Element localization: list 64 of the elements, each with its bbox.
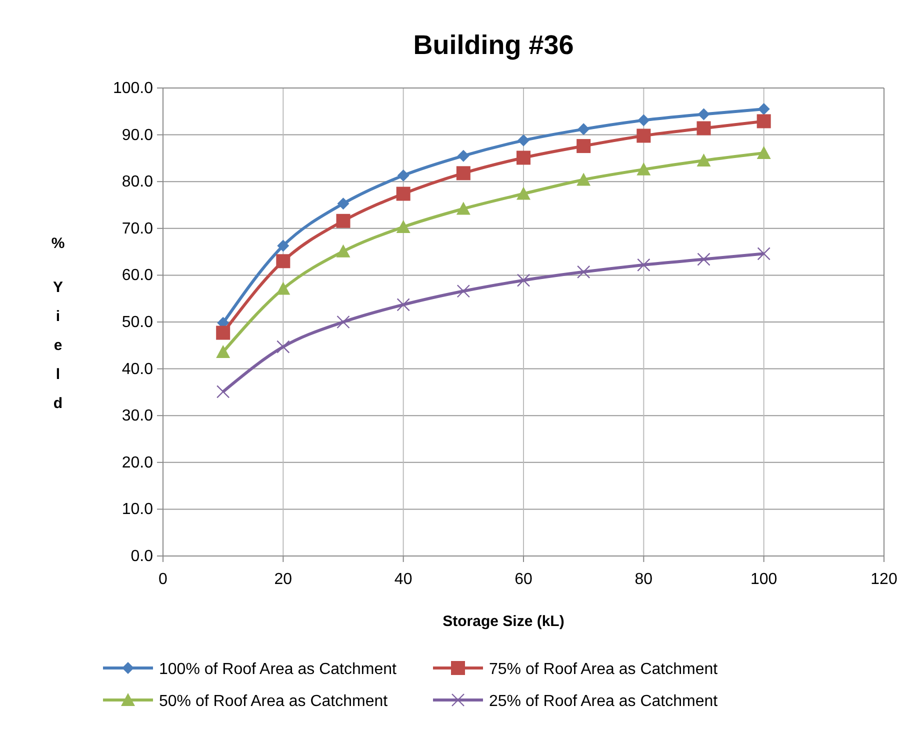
legend-label: 100% of Roof Area as Catchment xyxy=(159,661,398,678)
point xyxy=(758,103,770,116)
y-tick-label: 30.0 xyxy=(122,408,154,425)
y-tick-label: 0.0 xyxy=(130,548,154,565)
point xyxy=(516,186,530,200)
point xyxy=(456,202,470,215)
point xyxy=(216,385,230,398)
point xyxy=(636,128,651,143)
point xyxy=(276,340,290,354)
y-tick-label: 90.0 xyxy=(122,126,154,144)
point xyxy=(336,244,350,258)
point xyxy=(698,108,710,120)
y-tick-label: 20.0 xyxy=(122,454,154,472)
point xyxy=(337,198,350,210)
point xyxy=(636,162,651,176)
point xyxy=(396,298,410,312)
point xyxy=(637,258,650,272)
y-tick-label: 50.0 xyxy=(122,314,154,331)
point xyxy=(576,265,590,279)
point xyxy=(396,220,410,233)
point xyxy=(336,315,350,329)
x-tick-label: 120 xyxy=(870,571,898,588)
text: % Yield xyxy=(51,235,65,412)
point xyxy=(277,240,290,252)
legend-label: 75% of Roof Area as Catchment xyxy=(489,661,718,678)
point xyxy=(578,123,590,136)
point xyxy=(216,326,230,340)
x-tick-label: 40 xyxy=(394,571,412,588)
point xyxy=(696,121,711,136)
point xyxy=(696,154,711,167)
y-tick-label: 70.0 xyxy=(122,220,154,238)
point xyxy=(756,146,771,160)
point xyxy=(697,252,710,266)
point xyxy=(518,134,530,146)
point xyxy=(336,214,350,228)
point xyxy=(397,170,410,182)
point xyxy=(516,274,530,287)
y-tick-label: 60.0 xyxy=(122,267,154,284)
point xyxy=(757,247,770,260)
legend-label: 25% of Roof Area as Catchment xyxy=(489,693,718,710)
point xyxy=(276,254,290,268)
x-tick-label: 0 xyxy=(158,571,168,588)
x-tick-label: 80 xyxy=(634,571,653,588)
x-axis-title: Storage Size (kL) xyxy=(442,613,564,630)
point xyxy=(396,186,410,201)
x-tick-label: 100 xyxy=(750,571,778,588)
point xyxy=(638,114,650,126)
point xyxy=(457,150,470,162)
point xyxy=(216,344,230,358)
chart-title: Building #36 xyxy=(413,30,574,60)
y-tick-label: 80.0 xyxy=(122,174,154,191)
x-tick-label: 20 xyxy=(274,571,292,588)
point xyxy=(576,172,591,186)
point xyxy=(456,284,470,298)
y-tick-label: 40.0 xyxy=(122,360,154,378)
y-tick-label: 100.0 xyxy=(112,80,154,97)
point xyxy=(456,166,470,180)
point xyxy=(516,150,530,165)
point xyxy=(276,282,290,295)
x-tick-label: 60 xyxy=(514,571,532,588)
point xyxy=(756,114,771,128)
y-tick-label: 10.0 xyxy=(122,501,154,518)
legend-label: 50% of Roof Area as Catchment xyxy=(159,693,388,710)
point xyxy=(576,139,591,154)
